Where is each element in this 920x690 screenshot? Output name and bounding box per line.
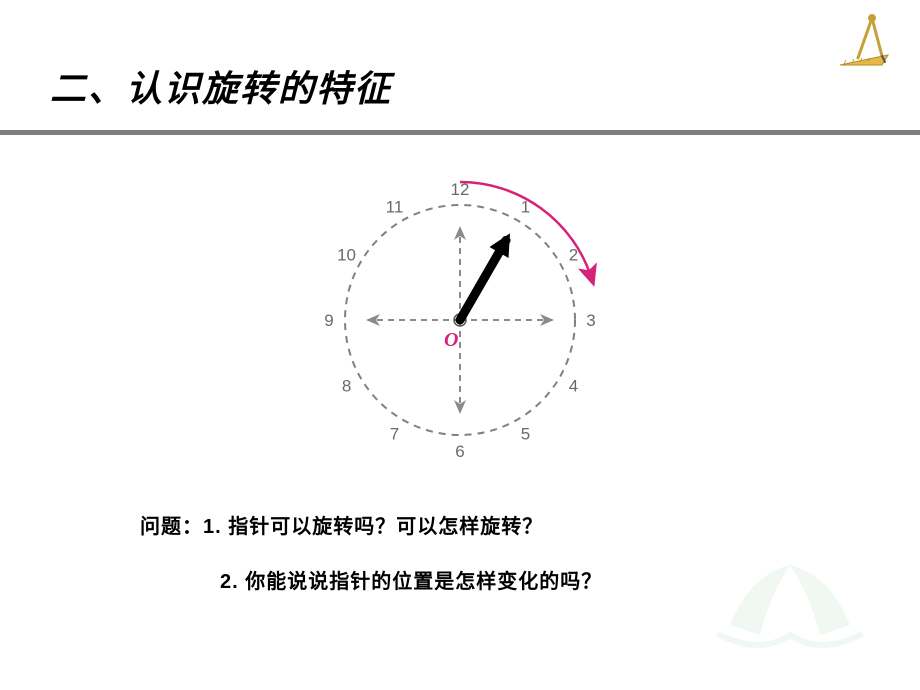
title-underline <box>0 130 920 135</box>
slide: 二、认识旋转的特征 121234567891011O 问题：1. 指针可以旋转吗… <box>0 0 920 690</box>
svg-text:O: O <box>444 329 458 351</box>
question-1: 问题：1. 指针可以旋转吗？可以怎样旋转？ <box>140 510 602 539</box>
svg-text:10: 10 <box>337 246 356 265</box>
svg-text:5: 5 <box>521 424 530 443</box>
svg-text:9: 9 <box>324 311 333 330</box>
svg-text:3: 3 <box>586 311 595 330</box>
svg-text:7: 7 <box>390 424 399 443</box>
question-2: 2. 你能说说指针的位置是怎样变化的吗？ <box>220 565 602 594</box>
compass-ruler-icon <box>830 10 900 75</box>
svg-text:11: 11 <box>386 198 404 217</box>
section-title: 二、认识旋转的特征 <box>50 60 392 112</box>
svg-text:8: 8 <box>342 377 351 396</box>
section-title-wrap: 二、认识旋转的特征 <box>50 60 392 112</box>
svg-text:6: 6 <box>455 442 464 461</box>
question-block: 问题：1. 指针可以旋转吗？可以怎样旋转？ 2. 你能说说指针的位置是怎样变化的… <box>140 510 602 594</box>
watermark-icon <box>700 505 880 670</box>
clock-diagram: 121234567891011O <box>290 170 630 495</box>
svg-text:4: 4 <box>569 377 578 396</box>
